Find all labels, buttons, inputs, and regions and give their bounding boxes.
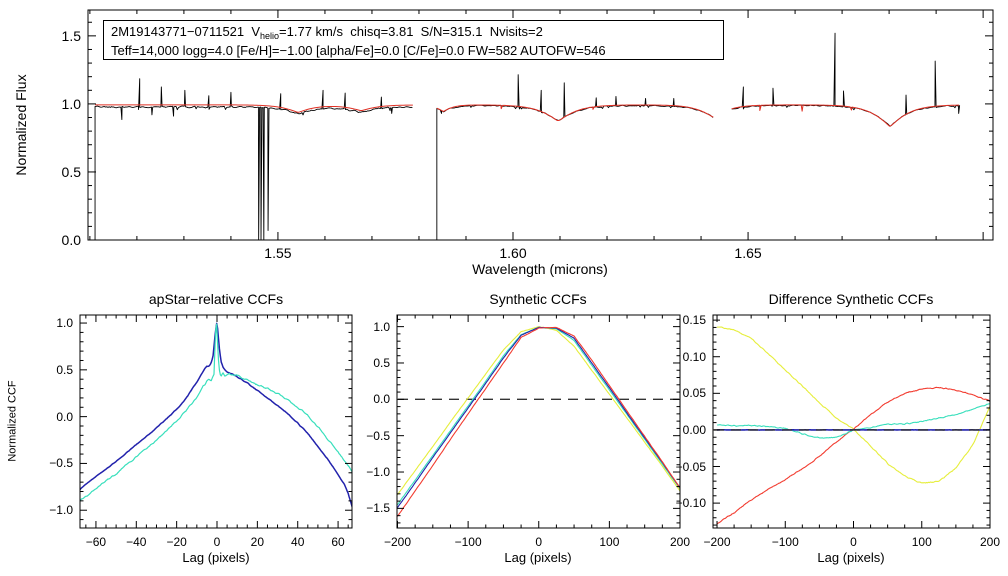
x-tick-label: 200 [669, 535, 691, 549]
synth-ccf-yellow [397, 326, 680, 496]
axis-ticks [80, 315, 352, 528]
y-tick-label: 1.5 [61, 27, 81, 44]
axis-ticks [396, 315, 681, 528]
ccf-axis-label: Normalized CCF [6, 380, 19, 462]
panel-frame [712, 314, 991, 529]
panel-frame [87, 9, 994, 241]
x-tick-label: −200 [383, 535, 411, 549]
y-tick-label: −1.0 [49, 503, 73, 518]
y-tick-label: 0.10 [682, 349, 706, 364]
lag-axis-label-3: Lag (pixels) [817, 550, 885, 565]
vhelio-subscript: helio [260, 31, 280, 41]
y-tick-label: −0.5 [49, 456, 73, 471]
y-tick-label: 1.0 [56, 316, 73, 331]
y-tick-label: −1.5 [366, 501, 390, 516]
fit-summary-box: 2M19143771−0711521 Vhelio=1.77 km/s chis… [103, 20, 724, 60]
diff-ccf-cyan [717, 403, 990, 439]
visit-ccf-navy [80, 322, 352, 509]
x-tick-label: −100 [454, 535, 482, 549]
y-tick-label: 0.0 [373, 392, 390, 407]
fit-summary-line2: Teff=14,000 logg=4.0 [Fe/H]=−1.00 [alpha… [111, 43, 606, 58]
diff_ccf-panel [712, 314, 991, 529]
x-tick-label: 100 [911, 535, 932, 549]
y-tick-label: 0.5 [56, 362, 73, 377]
x-tick-label: −100 [771, 535, 799, 549]
apstar-ccf-title: apStar−relative CCFs [148, 291, 284, 307]
x-tick-label: 20 [250, 535, 265, 549]
observed-spectrum-chunk-2 [436, 74, 714, 240]
y-tick-label: 0.0 [56, 409, 73, 424]
x-tick-label: −60 [85, 535, 107, 549]
fit-summary-line1: 2M19143771−0711521 Vhelio=1.77 km/s chis… [111, 23, 723, 42]
synthetic-spectrum-chunk-3 [731, 104, 960, 127]
difference-ccf-title: Difference Synthetic CCFs [768, 291, 934, 307]
y-tick-label: 0.0 [61, 232, 81, 248]
y-tick-label: −0.5 [366, 428, 390, 443]
x-tick-label: 60 [331, 535, 345, 549]
observed-spectrum-chunk-1 [94, 78, 413, 240]
synthetic-spectrum-chunk-2 [436, 104, 714, 122]
y-tick-label: 0.15 [682, 313, 706, 328]
synth-ccf-cyan [397, 326, 680, 506]
x-tick-label: 0 [850, 535, 857, 549]
apstar_ccf-panel [79, 314, 353, 529]
axis-ticks [713, 315, 991, 528]
diff-ccf-red [716, 386, 990, 525]
observed-spectrum-chunk-3 [731, 32, 961, 127]
lag-axis-label-1: Lag (pixels) [182, 550, 250, 565]
y-tick-label: 1.0 [61, 95, 81, 112]
x-tick-label: 200 [979, 535, 1001, 549]
x-tick-label: 1.60 [499, 245, 527, 261]
y-tick-label: −0.05 [675, 459, 706, 474]
y-tick-label: 1.0 [373, 319, 390, 334]
x-tick-label: 100 [599, 535, 620, 549]
x-tick-label: 1.65 [734, 245, 762, 261]
y-tick-label: 0.5 [61, 163, 81, 180]
fit-stats: =1.77 km/s chisq=3.81 S/N=315.1 Nvisits=… [279, 24, 543, 39]
star-id-and-vhelio: 2M19143771−0711521 V [111, 24, 261, 39]
x-tick-label: −40 [126, 535, 147, 549]
synthetic-ccf-title: Synthetic CCFs [489, 291, 587, 307]
x-tick-label: −200 [703, 535, 731, 549]
y-tick-label: 0.5 [373, 355, 390, 370]
spectrum-panel [87, 9, 994, 241]
y-tick-label: −0.10 [675, 496, 706, 511]
wavelength-axis-label: Wavelength (microns) [472, 261, 608, 277]
y-tick-label: 0.05 [682, 386, 706, 401]
synthetic-spectrum-chunk-1 [95, 104, 413, 113]
x-tick-label: 40 [291, 535, 305, 549]
x-tick-label: 0 [535, 535, 543, 549]
synth-ccf-red [397, 326, 680, 517]
lag-axis-label-2: Lag (pixels) [504, 550, 572, 565]
synth-ccf-navy [397, 326, 680, 508]
x-tick-label: 0 [213, 535, 221, 549]
y-tick-label: −1.0 [366, 465, 390, 480]
x-tick-label: 1.55 [264, 245, 292, 261]
visit-ccf-cyan [80, 323, 352, 502]
diff-ccf-yellow [717, 326, 990, 484]
synthetic_ccf-panel [396, 314, 681, 529]
x-tick-label: −20 [166, 535, 187, 549]
y-tick-label: 0.00 [682, 422, 706, 437]
panel-frame [396, 314, 681, 529]
panel-frame [79, 314, 353, 529]
flux-axis-label: Normalized Flux [13, 74, 29, 176]
